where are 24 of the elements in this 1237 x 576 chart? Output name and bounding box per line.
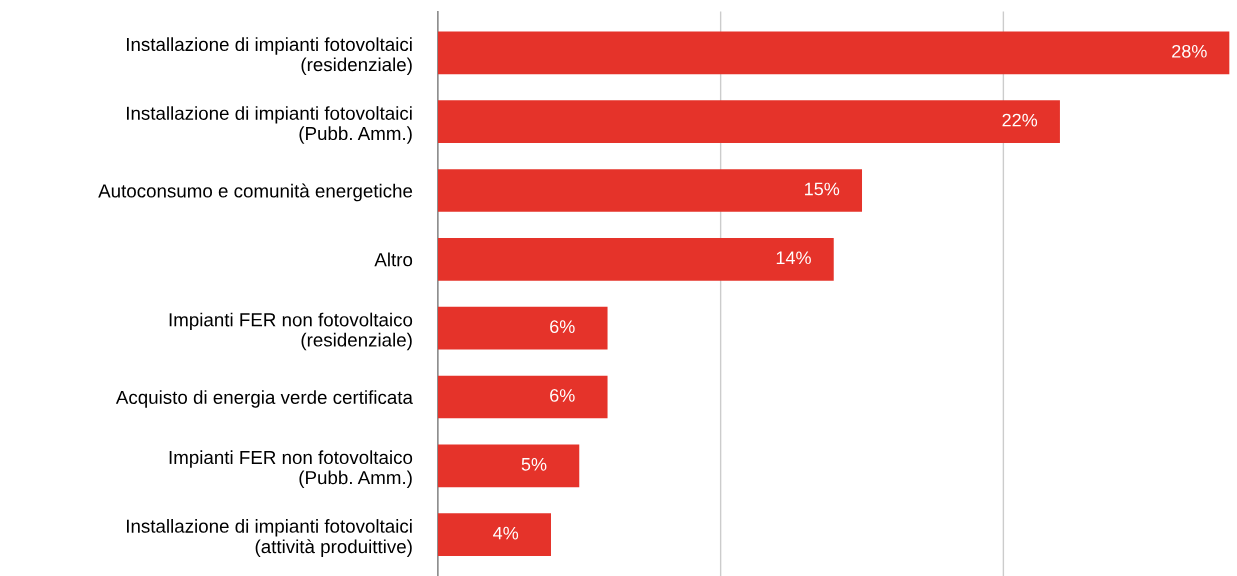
bar xyxy=(437,100,1060,143)
y-tick-label: Altro xyxy=(374,252,413,267)
y-tick-label: Impianti FER non fotovoltaico (Pubb. Amm.) xyxy=(169,450,413,488)
data-label: 6% xyxy=(550,389,575,402)
bar xyxy=(437,444,580,488)
data-label: 22% xyxy=(1002,113,1038,127)
bar xyxy=(437,31,1230,75)
bar xyxy=(437,169,863,212)
data-label: 5% xyxy=(521,458,547,471)
data-label: 28% xyxy=(1172,44,1207,58)
data-label: 6% xyxy=(550,320,575,334)
y-tick-label: Impianti FER non fotovoltaico (residenziale) xyxy=(169,312,413,351)
bar xyxy=(437,238,834,281)
bar xyxy=(437,375,608,419)
y-tick-label: Installazione di impianti fotovoltaici (residenziale) xyxy=(127,37,412,75)
data-label: 14% xyxy=(776,251,811,265)
bar xyxy=(437,306,608,350)
data-label: 15% xyxy=(805,182,840,196)
data-label: 4% xyxy=(493,526,519,540)
y-tick-label: Installazione di impianti fotovoltaici (attività produittive) xyxy=(127,519,412,557)
y-tick-label: Acquisto di energia verde certificata xyxy=(115,390,413,408)
y-tick-label: Installazione di impianti fotovoltaici (Pubb. Amm.) xyxy=(127,106,412,144)
bar xyxy=(437,513,551,557)
y-tick-label: Autoconsumo e comunità energetiche xyxy=(98,183,413,202)
